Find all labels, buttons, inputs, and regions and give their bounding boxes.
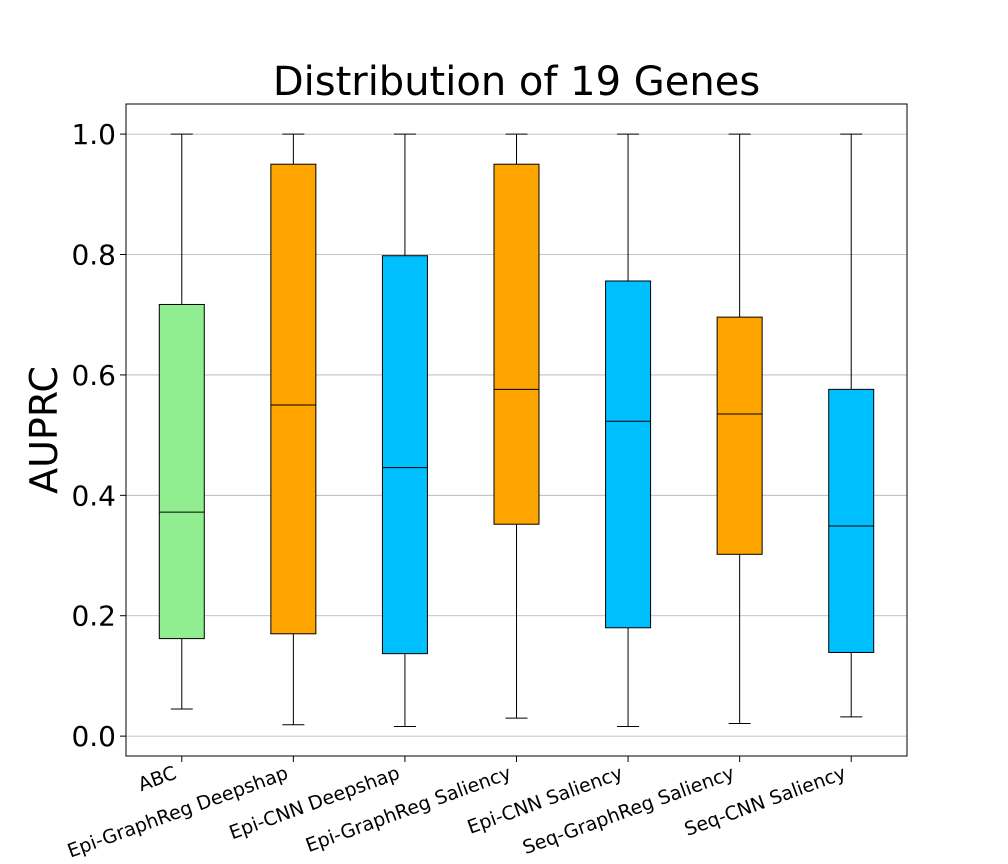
y-tick-label: 0.2 [71,600,116,633]
box-5 [716,133,763,724]
iqr-box [493,163,540,525]
chart-title: Distribution of 19 Genes [273,59,760,105]
y-tick-label: 0.8 [71,239,116,272]
y-tick-label: 0.6 [71,359,116,392]
box-0 [158,133,205,710]
iqr-box [716,316,763,555]
box-4 [605,133,652,728]
y-tick-label: 0.4 [71,479,116,512]
y-tick-label: 0.0 [71,720,116,753]
x-tick-label: Epi-GraphReg Saliency [303,762,514,857]
iqr-box [158,303,205,640]
iqr-box [381,255,428,655]
box-6 [828,133,875,718]
y-tick-label: 1.0 [71,118,116,151]
box-1 [270,133,317,726]
x-tick-label: Seq-GraphReg Saliency [520,762,738,859]
y-axis-label: AUPRC [22,366,66,494]
x-tick-label: ABC [135,762,179,796]
box-series [158,133,875,728]
box-3 [493,133,540,719]
box-2 [381,133,428,728]
y-axis: 0.0 0.2 0.4 0.6 0.8 1.0 [71,118,126,753]
iqr-box [270,163,317,635]
iqr-box [828,388,875,653]
iqr-box [605,280,652,629]
